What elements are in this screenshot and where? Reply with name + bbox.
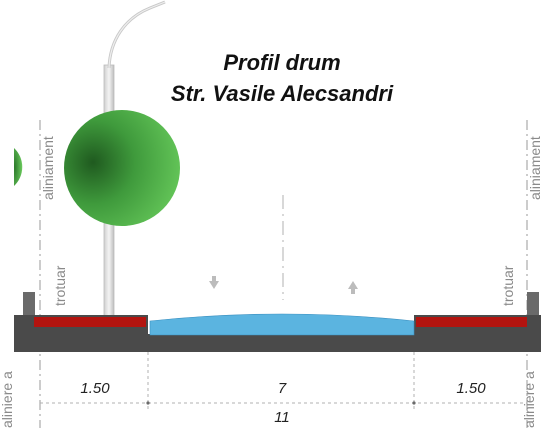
dim-sidewalk-right: 1.50 <box>456 380 486 397</box>
label-trotuar-right: trotuar <box>500 265 516 306</box>
curb-post-right <box>527 292 539 316</box>
arrow-down-icon <box>209 276 219 289</box>
arrow-up-icon <box>348 281 358 294</box>
sidewalk-right <box>416 317 527 327</box>
label-aliniament-left: aliniament <box>40 136 56 200</box>
title-line-1: Profil drum <box>223 50 340 75</box>
dim-carriageway: 7 <box>278 380 287 397</box>
tree-icon <box>64 110 180 226</box>
sidewalk-left <box>34 317 146 327</box>
label-trotuar-left: trotuar <box>52 265 68 306</box>
dim-sidewalk-left: 1.50 <box>80 380 110 397</box>
dimension-ticks <box>146 401 416 405</box>
label-aliniament-right: aliniament <box>527 136 541 200</box>
dim-total: 11 <box>274 409 290 426</box>
title-line-2: Str. Vasile Alecsandri <box>171 81 394 106</box>
label-aliniere-left: aliniere a <box>0 371 15 428</box>
carriageway <box>149 313 415 336</box>
dimension-lines <box>40 352 527 410</box>
curb-post-left <box>23 292 35 316</box>
label-aliniere-right: aliniere a <box>521 371 537 428</box>
tree-icon-partial <box>14 148 23 186</box>
